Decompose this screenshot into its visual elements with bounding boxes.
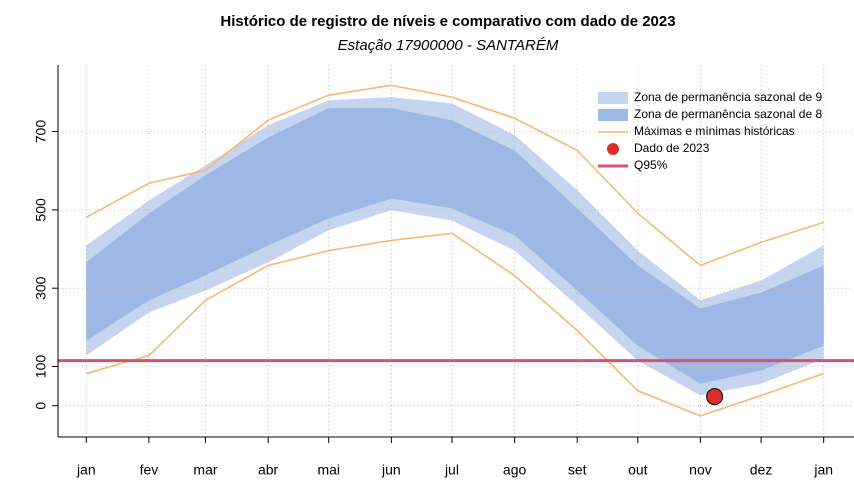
legend-label: Zona de permanência sazonal de 9 xyxy=(634,90,822,104)
legend-label: Zona de permanência sazonal de 8 xyxy=(634,107,822,121)
legend-label: Q95% xyxy=(634,158,668,172)
chart-subtitle: Estação 17900000 - SANTARÉM xyxy=(338,37,559,54)
chart-title: Histórico de registro de níveis e compar… xyxy=(220,13,675,30)
legend-swatch xyxy=(607,143,619,155)
data-point xyxy=(706,388,724,406)
y-tick-label: 500 xyxy=(33,198,49,222)
x-tick-label: mai xyxy=(317,462,340,478)
legend-label: Máximas e mínimas históricas xyxy=(634,124,795,138)
x-tick-label: jul xyxy=(444,462,459,478)
x-tick-label: mar xyxy=(193,462,217,478)
x-tick-label: fev xyxy=(140,462,159,478)
x-tick-label: set xyxy=(568,462,587,478)
x-tick-label: jan xyxy=(813,462,833,478)
extreme-line xyxy=(86,232,824,417)
legend-swatch xyxy=(598,92,628,104)
y-tick-label: 700 xyxy=(33,120,49,144)
band xyxy=(86,108,824,384)
y-tick-label: 300 xyxy=(33,276,49,300)
y-tick-label: 100 xyxy=(33,355,49,379)
x-tick-label: out xyxy=(628,462,648,478)
x-tick-label: dez xyxy=(750,462,773,478)
y-tick-label: 0 xyxy=(33,402,49,410)
x-tick-label: jun xyxy=(381,462,401,478)
x-tick-label: abr xyxy=(258,462,279,478)
legend-swatch xyxy=(598,109,628,121)
legend-label: Dado de 2023 xyxy=(634,141,710,155)
x-tick-label: ago xyxy=(503,462,527,478)
x-tick-label: jan xyxy=(76,462,96,478)
extreme-line xyxy=(85,84,824,267)
x-tick-label: nov xyxy=(689,462,712,478)
